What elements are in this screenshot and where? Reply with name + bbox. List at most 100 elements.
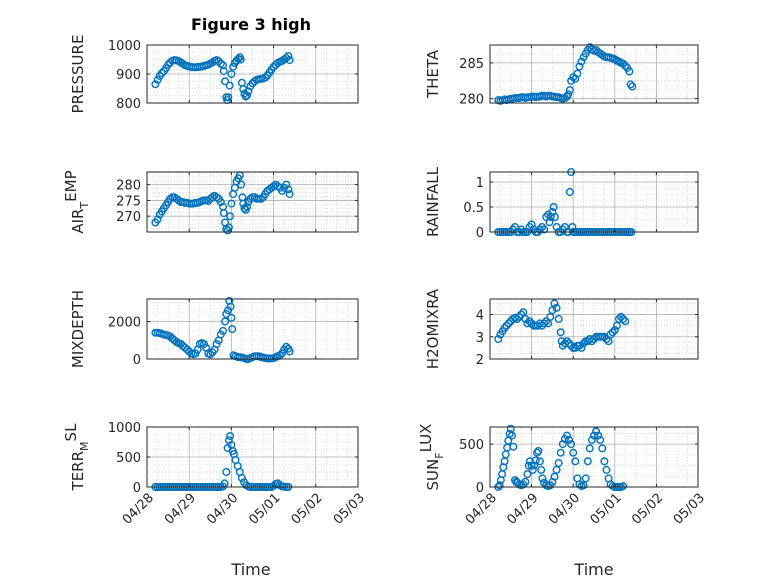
data-point: [524, 461, 533, 470]
data-point: [527, 220, 536, 229]
y-tick-label: 0: [476, 481, 484, 496]
y-axis-label: MIXDEPTH: [69, 290, 87, 368]
data-point: [285, 56, 294, 65]
figure-title: Figure 3 high: [191, 15, 311, 34]
y-tick-label: 0: [133, 481, 141, 496]
data-point: [500, 323, 509, 332]
data-point: [513, 315, 522, 324]
data-point: [565, 86, 574, 95]
data-point: [528, 465, 537, 474]
data-point: [563, 337, 572, 346]
y-tick-label: 500: [116, 451, 141, 466]
data-point: [517, 310, 526, 319]
axes-box: [489, 298, 699, 360]
data-point: [157, 69, 166, 78]
data-point: [285, 347, 294, 356]
y-tick-label: 270: [116, 210, 141, 225]
data-point: [538, 474, 547, 483]
data-point: [216, 59, 225, 68]
data-point: [224, 223, 233, 232]
y-axis-label: RAINFALL: [424, 166, 442, 237]
data-point: [556, 448, 565, 457]
data-point: [242, 91, 251, 100]
data-point: [229, 62, 238, 71]
data-point: [521, 477, 530, 486]
data-point: [581, 474, 590, 483]
y-tick-label: 1: [476, 176, 484, 191]
data-point: [619, 315, 628, 324]
data-point: [242, 202, 251, 211]
data-point: [575, 480, 584, 489]
data-point: [550, 299, 559, 308]
y-axis-label: PRESSURE: [69, 35, 87, 114]
data-point: [237, 474, 246, 483]
data-point: [556, 328, 565, 337]
data-point: [535, 457, 544, 466]
y-axis-label: THETA: [424, 49, 442, 99]
data-point: [221, 77, 230, 86]
data-point: [153, 215, 162, 224]
data-point: [577, 343, 586, 352]
data-point: [224, 93, 233, 102]
data-point: [602, 335, 611, 344]
y-tick-label: 500: [459, 438, 484, 453]
data-point: [579, 481, 588, 490]
panel-pressure: 800 900 1000 PRESSURE: [69, 35, 359, 114]
y-tick-label: 280: [459, 93, 484, 108]
data-point: [577, 57, 586, 66]
data-point: [608, 328, 617, 337]
data-point: [285, 190, 294, 199]
data-point: [610, 326, 619, 335]
y-tick-label: 900: [116, 68, 141, 83]
data-point: [575, 62, 584, 71]
y-tick-label: 2000: [108, 316, 141, 331]
axes-box: [146, 298, 359, 360]
data-point: [218, 326, 227, 335]
axes-box: [489, 44, 699, 104]
data-point: [546, 212, 555, 221]
y-axis-label: AIRTEMP: [62, 170, 91, 233]
data-point: [508, 431, 517, 440]
data-point: [571, 457, 580, 466]
data-point: [596, 435, 605, 444]
data-point: [587, 435, 596, 444]
data-point: [563, 431, 572, 440]
data-point: [598, 444, 607, 453]
data-point: [164, 60, 173, 69]
y-tick-label: 0: [476, 226, 484, 241]
data-point: [533, 448, 542, 457]
data-point: [621, 317, 630, 326]
data-point: [567, 440, 576, 449]
data-point: [225, 296, 234, 305]
x-axis-label-right: Time: [573, 560, 613, 579]
axes-box: [489, 426, 699, 488]
data-point: [494, 335, 503, 344]
data-point: [628, 82, 637, 91]
y-tick-label: 280: [116, 179, 141, 194]
data-point: [216, 197, 225, 206]
y-axis-label: SUNFLUX: [417, 424, 446, 491]
y-tick-label: 2: [476, 353, 484, 368]
data-point: [527, 461, 536, 470]
data-point: [600, 457, 609, 466]
data-point: [575, 341, 584, 350]
data-point: [530, 461, 539, 470]
data-point: [226, 432, 235, 441]
data-point: [218, 61, 227, 70]
data-point: [626, 80, 635, 89]
data-point: [569, 448, 578, 457]
panel-h2omixra: 2 3 4 H2OMIXRA: [424, 288, 699, 369]
data-point: [590, 431, 599, 440]
panel-theta: 280 285 THETA: [424, 43, 699, 108]
data-point: [564, 90, 573, 99]
data-point: [222, 468, 231, 477]
data-point: [525, 317, 534, 326]
data-point: [550, 212, 559, 221]
data-point: [225, 81, 234, 90]
data-point: [549, 202, 558, 211]
data-point: [579, 339, 588, 348]
data-point: [222, 310, 231, 319]
y-tick-label: 285: [459, 57, 484, 72]
x-axis-label-left: Time: [230, 560, 270, 579]
